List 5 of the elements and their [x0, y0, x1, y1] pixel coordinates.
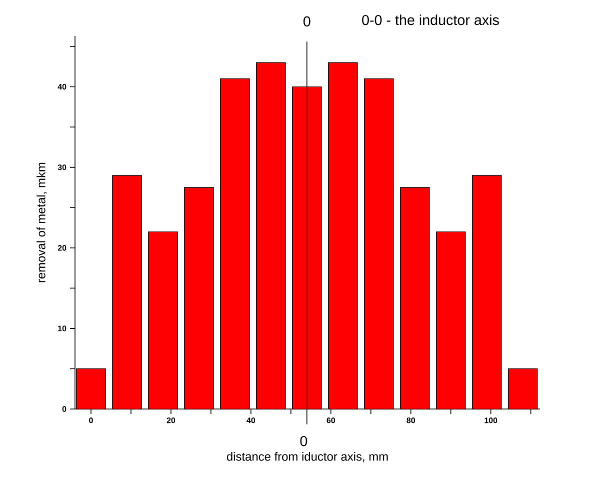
text: 0	[300, 436, 308, 446]
x-axis-title: distance from iductor axis, mm	[226, 452, 388, 462]
text: 0	[303, 16, 310, 26]
y-axis-title: removal of metal, mkm	[36, 162, 47, 282]
text: 0-0 - the inductor axis	[362, 14, 499, 26]
